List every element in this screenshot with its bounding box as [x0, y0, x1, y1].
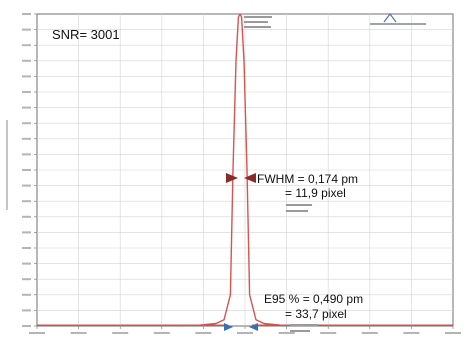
- y-tick-label: [22, 309, 31, 311]
- fwhm-label-line1: FWHM = 0,174 pm: [257, 172, 358, 186]
- snr-label: SNR= 3001: [52, 27, 120, 42]
- y-tick-label: [22, 91, 31, 93]
- y-tick-label: [22, 247, 31, 249]
- x-tick-label: [445, 332, 461, 334]
- x-tick-label: [112, 332, 128, 334]
- x-tick-label: [29, 332, 45, 334]
- x-tick-label: [71, 332, 87, 334]
- x-tick-label: [154, 332, 170, 334]
- y-tick-label: [22, 169, 31, 171]
- y-tick-label: [22, 75, 31, 77]
- y-tick-label: [22, 294, 31, 296]
- fwhm-extra-line2: [286, 210, 308, 212]
- y-tick-label: [22, 13, 31, 15]
- e95-extra-line2: [290, 330, 310, 332]
- e95-label-line1: E95 % = 0,490 pm: [264, 292, 363, 306]
- fwhm-extra-line1: [286, 204, 312, 206]
- x-tick-label: [237, 332, 253, 334]
- peak-info-box: [244, 16, 272, 28]
- y-tick-label: [22, 44, 31, 46]
- x-tick-label: [320, 332, 336, 334]
- x-tick-label: [362, 332, 378, 334]
- y-tick-label: [22, 185, 31, 187]
- y-tick-label: [22, 122, 31, 124]
- fwhm-label-line2: = 11,9 pixel: [285, 186, 346, 200]
- e95-extra-line1: [290, 324, 318, 326]
- y-tick-label: [22, 138, 31, 140]
- y-tick-label: [22, 278, 31, 280]
- y-tick-label: [22, 107, 31, 109]
- x-tick-label: [195, 332, 211, 334]
- grid: [37, 14, 453, 326]
- y-tick-label: [22, 29, 31, 31]
- y-tick-label: [22, 60, 31, 62]
- y-tick-label: [22, 216, 31, 218]
- y-axis-title: [6, 120, 8, 210]
- y-tick-label: [22, 200, 31, 202]
- x-tick-label: [403, 332, 419, 334]
- x-tick-label: [279, 332, 295, 334]
- y-tick-label: [22, 231, 31, 233]
- y-tick-label: [22, 325, 31, 327]
- y-tick-label: [22, 153, 31, 155]
- e95-label-line2: = 33,7 pixel: [285, 307, 347, 321]
- y-tick-label: [22, 263, 31, 265]
